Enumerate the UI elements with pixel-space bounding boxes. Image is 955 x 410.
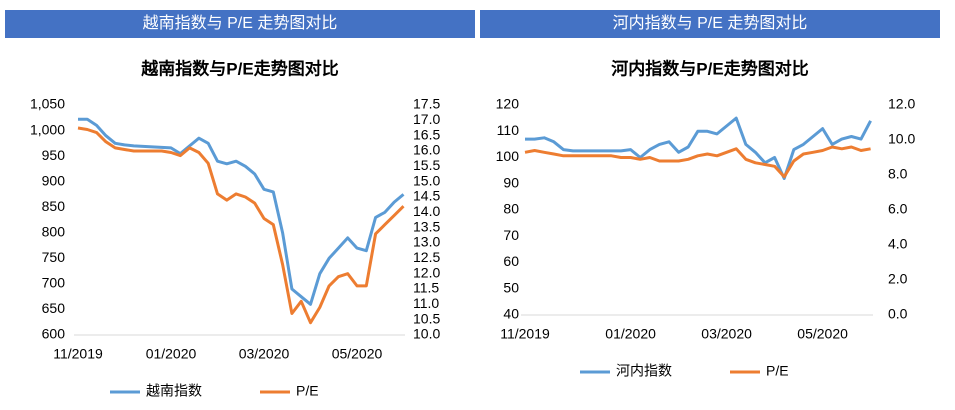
panel-header-bar (480, 10, 940, 38)
panel-header: 河内指数与 P/E 走势图对比 (613, 14, 808, 32)
tick-label: 4.0 (888, 236, 908, 252)
tick-label: 50 (503, 279, 519, 295)
tick-label: 40 (503, 306, 519, 322)
tick-label: 16.5 (413, 126, 440, 142)
tick-label: 90 (503, 174, 519, 190)
legend-label: P/E (296, 383, 319, 399)
panel-header: 越南指数与 P/E 走势图对比 (143, 14, 338, 32)
x-tick-label: 11/2019 (500, 326, 550, 342)
chart-title: 河内指数与P/E走势图对比 (611, 58, 808, 78)
legend-label: 河内指数 (616, 363, 672, 379)
x-tick-label: 05/2020 (332, 346, 383, 362)
tick-label: 80 (503, 201, 519, 217)
panel-header-bar (5, 10, 475, 38)
tick-label: 700 (42, 275, 66, 291)
x-tick-label: 03/2020 (701, 326, 752, 342)
line-series (524, 145, 871, 179)
tick-label: 1,000 (30, 121, 65, 137)
tick-label: 120 (496, 96, 520, 112)
tick-label: 60 (503, 253, 519, 269)
tick-label: 13.5 (413, 218, 440, 234)
tick-label: 13.0 (413, 234, 440, 250)
tick-label: 70 (503, 227, 519, 243)
tick-label: 110 (497, 122, 520, 138)
tick-label: 10.0 (888, 131, 915, 147)
tick-label: 11.5 (413, 280, 439, 296)
x-tick-label: 01/2020 (605, 326, 656, 342)
tick-label: 14.5 (413, 188, 440, 204)
tick-label: 15.0 (413, 172, 440, 188)
tick-label: 17.0 (413, 111, 440, 127)
chart-title: 越南指数与P/E走势图对比 (140, 58, 338, 78)
tick-label: 600 (42, 326, 66, 342)
legend-label: 越南指数 (146, 383, 202, 399)
tick-label: 800 (42, 223, 66, 239)
x-tick-label: 05/2020 (797, 326, 848, 342)
tick-label: 1,050 (30, 96, 65, 112)
tick-label: 17.5 (413, 96, 440, 112)
tick-label: 900 (42, 172, 66, 188)
tick-label: 12.0 (888, 96, 915, 112)
tick-label: 2.0 (888, 271, 908, 287)
tick-label: 12.0 (413, 264, 440, 280)
tick-label: 750 (42, 249, 66, 265)
tick-label: 12.5 (413, 249, 440, 265)
tick-label: 10.0 (413, 326, 440, 342)
tick-label: 650 (42, 300, 66, 316)
tick-label: 0.0 (888, 306, 908, 322)
tick-label: 6.0 (888, 201, 908, 217)
x-tick-label: 01/2020 (146, 346, 197, 362)
tick-label: 14.0 (413, 203, 440, 219)
x-tick-label: 11/2019 (53, 346, 103, 362)
tick-label: 15.5 (413, 157, 440, 173)
tick-label: 8.0 (888, 166, 908, 182)
legend-label: P/E (766, 363, 789, 379)
tick-label: 100 (496, 148, 520, 164)
tick-label: 11.0 (413, 295, 439, 311)
tick-label: 950 (42, 147, 66, 163)
line-series (77, 126, 405, 325)
tick-label: 10.5 (413, 310, 440, 326)
tick-label: 16.0 (413, 142, 440, 158)
line-series (78, 117, 405, 306)
x-tick-label: 03/2020 (239, 346, 290, 362)
tick-label: 850 (42, 198, 66, 214)
line-series (525, 116, 872, 180)
